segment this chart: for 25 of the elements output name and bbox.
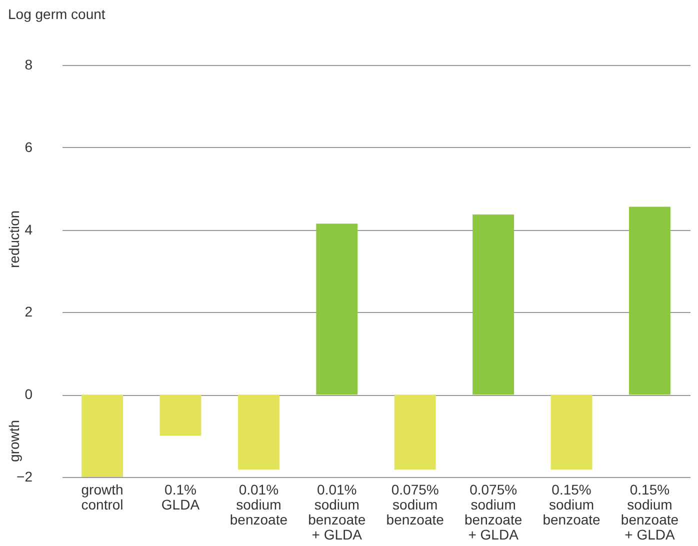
bar [394,394,436,470]
x-tick-label: 0.1% GLDA [161,482,200,512]
bar [550,394,592,470]
bar [472,214,514,395]
y-tick-label: −2 [16,468,33,484]
bar [238,394,280,470]
x-tick-label: 0.15% sodium benzoate + GLDA [620,482,679,542]
text: growth [6,420,22,462]
x-tick-label: 0.01% sodium benzoate + GLDA [308,482,366,542]
x-tick-label: growth control [81,482,124,512]
x-tick-label: 0.075% sodium benzoate [386,482,444,528]
x-tick-label: 0.01% sodium benzoate [230,482,288,528]
y-tick-label: 0 [24,386,33,402]
bar [316,224,358,395]
text: reduction [6,210,22,268]
x-tick-label: 0.15% sodium benzoate [542,482,601,528]
bar [629,206,670,395]
bar [82,394,123,477]
y-tick-label: 2 [24,304,33,320]
y-tick-label: 4 [24,221,33,238]
y-tick-label: 8 [24,56,33,72]
bar [160,394,202,436]
chart-title: Log germ count [8,6,106,22]
y-tick-label: 6 [24,138,33,155]
x-tick-label: 0.075% sodium benzoate + GLDA [464,482,522,542]
